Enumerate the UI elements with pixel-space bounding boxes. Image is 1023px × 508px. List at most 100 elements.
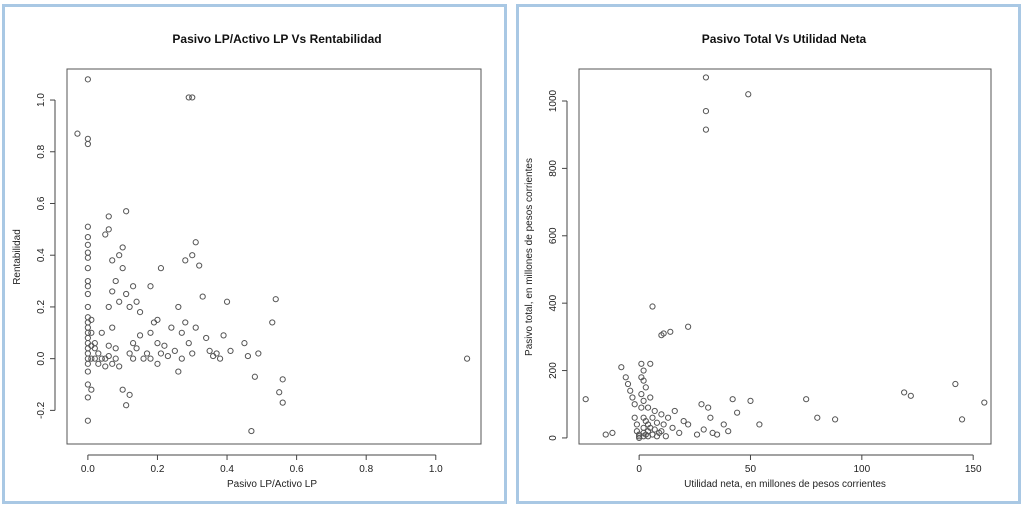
data-point <box>693 431 701 438</box>
data-point <box>147 329 154 336</box>
data-point <box>624 380 632 388</box>
data-point <box>109 288 116 295</box>
data-point <box>196 262 203 269</box>
data-point <box>88 386 95 393</box>
data-point <box>105 342 112 349</box>
data-point <box>279 376 286 383</box>
data-point <box>803 396 810 403</box>
data-point <box>116 252 123 259</box>
data-point <box>168 324 175 331</box>
data-point <box>700 426 707 433</box>
data-point <box>747 397 754 404</box>
plot-frame <box>66 68 482 445</box>
data-point <box>647 360 654 367</box>
right-scatter-chart: Pasivo Total Vs Utilidad Neta Utilidad n… <box>524 32 992 490</box>
y-tick-label: 0 <box>548 435 559 441</box>
data-point <box>276 389 283 396</box>
data-point <box>154 316 161 323</box>
data-point <box>161 342 168 349</box>
data-point <box>627 387 634 394</box>
data-point <box>84 324 91 331</box>
data-point <box>105 352 112 360</box>
data-point <box>629 394 636 401</box>
data-point <box>102 231 109 238</box>
data-point <box>105 303 112 311</box>
x-tick-label: 150 <box>965 464 982 475</box>
y-tick-label: 1000 <box>548 89 559 112</box>
data-point <box>175 303 182 311</box>
data-point <box>143 350 151 357</box>
x-tick-label: 50 <box>745 464 757 475</box>
data-point <box>123 402 130 409</box>
data-point <box>136 309 144 316</box>
data-point <box>126 303 133 311</box>
data-point <box>279 399 286 406</box>
data-point <box>698 401 705 408</box>
data-point <box>147 355 154 362</box>
data-point <box>644 404 652 411</box>
y-tick-label: 0.4 <box>36 248 47 262</box>
data-points <box>74 76 471 435</box>
data-point <box>84 360 91 367</box>
data-point <box>702 126 710 133</box>
data-point <box>206 347 213 354</box>
data-point <box>680 417 687 425</box>
data-point <box>664 414 672 421</box>
data-point <box>638 404 645 411</box>
data-point <box>157 265 165 272</box>
data-point <box>189 252 196 259</box>
data-point <box>756 421 763 428</box>
data-point <box>154 340 161 347</box>
data-point <box>653 419 661 426</box>
data-point <box>669 424 676 431</box>
data-point <box>84 241 91 248</box>
data-points <box>582 74 988 442</box>
data-point <box>220 332 227 339</box>
data-point <box>227 347 234 354</box>
data-point <box>631 414 638 421</box>
data-point <box>84 417 91 424</box>
right-chart-panel: Pasivo Total Vs Utilidad Neta Utilidad n… <box>516 4 1021 504</box>
data-point <box>88 316 95 323</box>
data-point <box>95 350 102 357</box>
data-point <box>618 364 625 371</box>
data-point <box>213 350 220 357</box>
data-point <box>84 283 91 290</box>
data-point <box>140 355 147 362</box>
y-axis-label: Pasivo total, en millones de pesos corri… <box>524 158 535 356</box>
data-point <box>84 234 91 241</box>
x-tick-label: 0.4 <box>220 464 234 475</box>
data-point <box>84 140 91 148</box>
data-point <box>98 355 105 362</box>
data-point <box>647 394 654 401</box>
data-point <box>133 298 140 305</box>
data-point <box>189 94 196 101</box>
data-point <box>203 334 210 342</box>
data-point <box>609 429 616 436</box>
data-point <box>84 249 91 256</box>
data-point <box>952 380 959 388</box>
data-point <box>685 421 692 428</box>
data-point <box>640 377 647 384</box>
data-point <box>112 345 119 352</box>
data-point <box>112 355 119 362</box>
data-point <box>713 431 721 438</box>
x-axis-label: Utilidad neta, en millones de pesos corr… <box>684 479 886 490</box>
data-point <box>651 426 658 433</box>
data-point <box>272 296 279 303</box>
data-point <box>662 433 669 440</box>
y-tick-label: 200 <box>548 362 559 379</box>
data-point <box>640 367 647 374</box>
data-point <box>638 360 645 367</box>
data-point <box>91 340 98 347</box>
data-point <box>642 384 649 391</box>
data-point <box>102 363 109 370</box>
data-point <box>119 386 126 393</box>
y-tick-label: 0.0 <box>36 351 47 365</box>
data-point <box>658 411 665 418</box>
x-tick-label: 0.8 <box>359 464 373 475</box>
data-point <box>638 391 645 398</box>
data-point <box>981 399 988 406</box>
y-tick-label: 0.6 <box>36 196 47 210</box>
data-point <box>84 350 91 357</box>
